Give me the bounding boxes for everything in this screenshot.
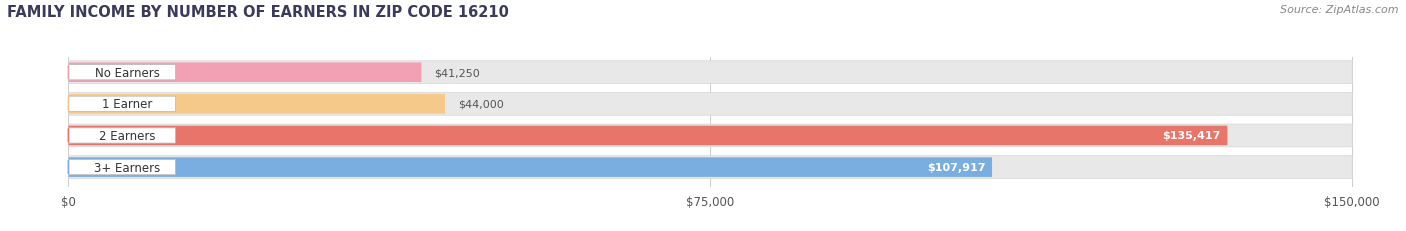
Text: $135,417: $135,417 — [1163, 131, 1220, 141]
Text: 3+ Earners: 3+ Earners — [94, 161, 160, 174]
Text: 2 Earners: 2 Earners — [98, 129, 156, 142]
FancyBboxPatch shape — [69, 128, 176, 143]
Text: Source: ZipAtlas.com: Source: ZipAtlas.com — [1281, 5, 1399, 15]
FancyBboxPatch shape — [69, 95, 446, 114]
FancyBboxPatch shape — [69, 65, 176, 80]
Text: $41,250: $41,250 — [434, 68, 479, 78]
Text: $44,000: $44,000 — [458, 99, 503, 109]
FancyBboxPatch shape — [69, 61, 1353, 84]
FancyBboxPatch shape — [69, 63, 422, 83]
Text: 1 Earner: 1 Earner — [103, 98, 152, 111]
FancyBboxPatch shape — [69, 158, 993, 177]
FancyBboxPatch shape — [69, 97, 176, 112]
Text: No Earners: No Earners — [94, 66, 160, 79]
FancyBboxPatch shape — [69, 125, 1353, 147]
Text: $107,917: $107,917 — [927, 162, 986, 172]
FancyBboxPatch shape — [69, 93, 1353, 116]
FancyBboxPatch shape — [69, 160, 176, 175]
FancyBboxPatch shape — [69, 126, 1227, 146]
Text: FAMILY INCOME BY NUMBER OF EARNERS IN ZIP CODE 16210: FAMILY INCOME BY NUMBER OF EARNERS IN ZI… — [7, 5, 509, 20]
FancyBboxPatch shape — [69, 156, 1353, 179]
